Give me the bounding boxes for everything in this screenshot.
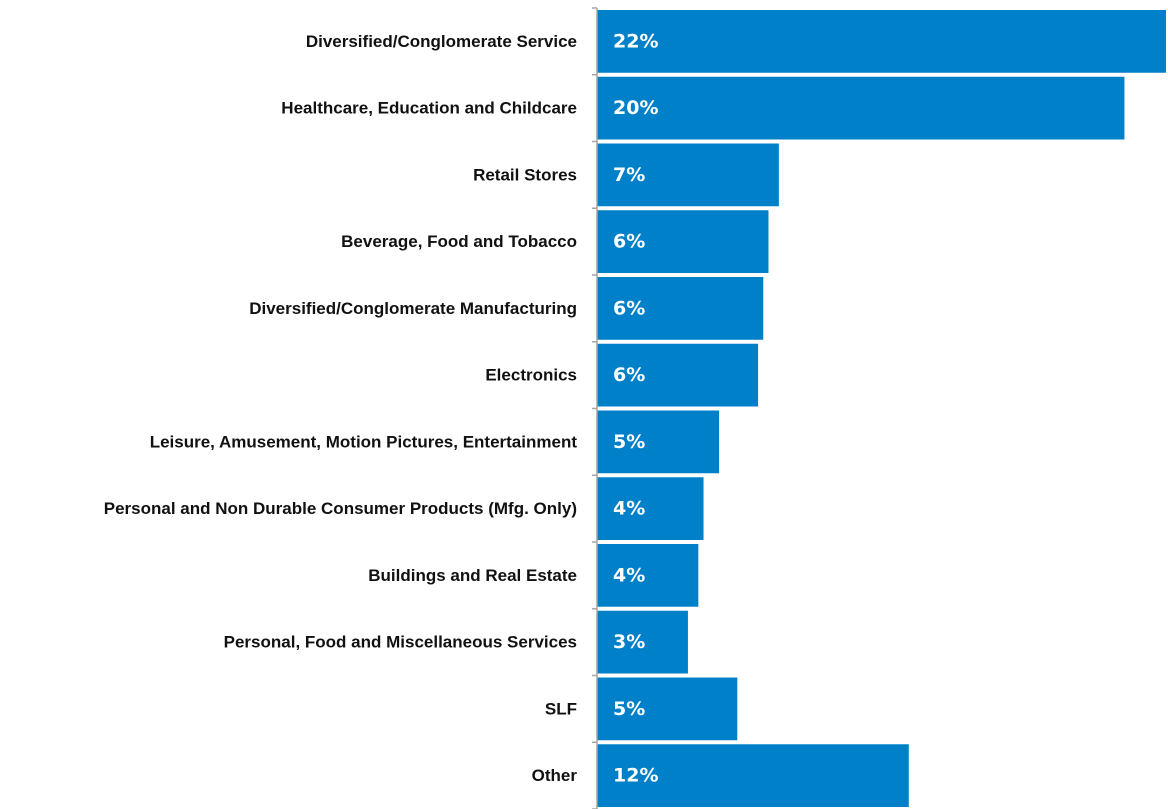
bar xyxy=(597,477,704,540)
category-axis xyxy=(592,7,598,809)
value-label: 4% xyxy=(613,498,645,520)
bar xyxy=(597,610,688,674)
category-label: Electronics xyxy=(485,366,577,385)
category-label: Diversified/Conglomerate Service xyxy=(306,32,577,51)
bar xyxy=(597,544,699,607)
bar xyxy=(597,410,720,474)
bar xyxy=(597,677,738,741)
category-label: Other xyxy=(532,766,578,785)
bar xyxy=(597,143,779,207)
value-label: 20% xyxy=(613,97,658,119)
bar xyxy=(597,277,764,340)
bar xyxy=(597,10,1166,73)
category-label: Buildings and Real Estate xyxy=(368,566,577,585)
category-label: Beverage, Food and Tobacco xyxy=(341,232,577,251)
bar xyxy=(597,744,909,807)
category-label: SLF xyxy=(545,699,577,718)
bar xyxy=(597,210,769,273)
value-label: 5% xyxy=(613,431,645,453)
category-label: Retail Stores xyxy=(473,165,577,184)
bar xyxy=(597,76,1125,140)
value-label: 3% xyxy=(613,631,645,653)
category-labels-group: Diversified/Conglomerate Service Healthca… xyxy=(104,32,578,785)
category-label: Diversified/Conglomerate Manufacturing xyxy=(249,299,577,318)
category-label: Healthcare, Education and Childcare xyxy=(281,99,577,118)
bars-group xyxy=(597,10,1166,807)
value-labels-group: 22% 20% 7% 6% 6% 6% 5% 4% 4% 3% 5% 12% xyxy=(613,30,658,786)
value-label: 6% xyxy=(613,231,645,253)
value-label: 22% xyxy=(613,30,658,52)
value-label: 5% xyxy=(613,698,645,720)
value-label: 12% xyxy=(613,765,658,787)
value-label: 7% xyxy=(613,164,645,186)
category-label: Personal, Food and Miscellaneous Service… xyxy=(224,633,577,652)
value-label: 4% xyxy=(613,564,645,586)
value-label: 6% xyxy=(613,297,645,319)
bar xyxy=(597,343,759,407)
category-label: Leisure, Amusement, Motion Pictures, Ent… xyxy=(150,432,578,451)
category-label: Personal and Non Durable Consumer Produc… xyxy=(104,499,577,518)
value-label: 6% xyxy=(613,364,645,386)
